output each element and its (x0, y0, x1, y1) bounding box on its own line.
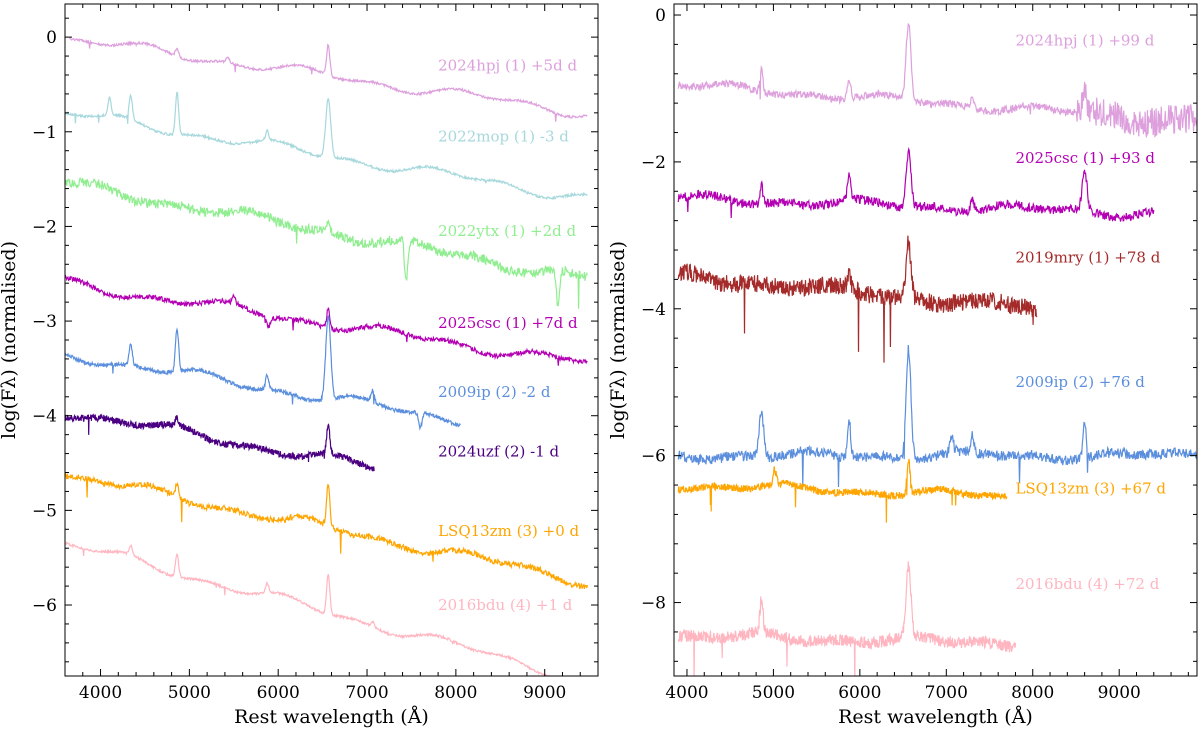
y-tick-label: −2 (641, 153, 666, 173)
x-axis-title: Rest wavelength (Å) (838, 706, 1033, 728)
spectrum-line-4 (677, 458, 1008, 523)
spectrum-line-1 (65, 91, 588, 201)
y-axis-title: log(Fλ) (normalised) (607, 241, 629, 439)
y-tick-label: −1 (32, 123, 57, 143)
right-spectra-panel: 4000 5000 6000 7000 8000 9000 0 −2 −4 −6 −8 Rest wa… (607, 3, 1198, 728)
plot-area (65, 37, 588, 676)
series-label-7: 2016bdu (4) +1 d (438, 596, 573, 614)
spectrum-line-2 (65, 176, 588, 309)
series-label-4: 2009ip (2) -2 d (438, 383, 551, 401)
spectrum-line-3 (65, 274, 588, 366)
spectrum-line-5 (677, 561, 1017, 676)
spectrum-line-0 (69, 37, 588, 122)
series-label-6: LSQ13zm (3) +0 d (438, 522, 579, 540)
x-tick-label: 6000 (838, 683, 881, 703)
series-label-5: 2016bdu (4) +72 d (1015, 575, 1159, 593)
spectrum-line-3 (677, 344, 1197, 488)
series-label-2: 2019mry (1) +78 d (1015, 248, 1160, 266)
spectrum-line-1 (677, 146, 1155, 222)
y-tick-label: −3 (32, 312, 57, 332)
y-tick-label: 0 (46, 28, 57, 48)
x-tick-label: 5000 (168, 683, 211, 703)
y-tick-label: −4 (32, 407, 57, 427)
series-label-3: 2025csc (1) +7d d (438, 314, 578, 332)
axes-frame (673, 3, 1198, 677)
x-tick-label: 9000 (523, 683, 566, 703)
spectrum-line-2 (677, 235, 1038, 363)
y-tick-label: −8 (641, 594, 666, 614)
y-axis-title: log(Fλ) (normalised) (0, 241, 20, 439)
x-tick-label: 4000 (79, 683, 122, 703)
x-tick-label: 7000 (345, 683, 388, 703)
y-tick-label: −2 (32, 217, 57, 237)
series-label-1: 2022mop (1) -3 d (438, 128, 569, 146)
x-tick-label: 8000 (1011, 683, 1054, 703)
series-label-1: 2025csc (1) +93 d (1015, 149, 1155, 167)
y-tick-label: −4 (641, 300, 666, 320)
series-label-4: LSQ13zm (3) +67 d (1015, 480, 1166, 498)
series-label-5: 2024uzf (2) -1 d (438, 443, 559, 461)
series-label-3: 2009ip (2) +76 d (1015, 373, 1145, 391)
x-tick-label: 9000 (1098, 683, 1141, 703)
series-label-0: 2024hpj (1) +5d d (438, 57, 577, 75)
series-label-2: 2022ytx (1) +2d d (438, 222, 576, 240)
spectrum-line-7 (65, 541, 571, 676)
y-tick-label: −6 (32, 596, 57, 616)
spectrum-line-5 (65, 413, 375, 472)
series-label-0: 2024hpj (1) +99 d (1015, 32, 1154, 50)
axes-frame (64, 3, 599, 677)
y-tick-label: −5 (32, 501, 57, 521)
x-tick-label: 6000 (257, 683, 300, 703)
x-axis-title: Rest wavelength (Å) (234, 706, 429, 728)
x-tick-label: 8000 (434, 683, 477, 703)
left-spectra-panel: 4000 5000 6000 7000 8000 9000 0 −1 −2 −3 −4 −5 −6 Res… (0, 3, 599, 728)
spectrum-line-4 (65, 314, 461, 431)
x-tick-label: 4000 (665, 683, 708, 703)
spectrum-line-6 (65, 472, 588, 590)
plot-area (677, 23, 1197, 676)
x-tick-label: 7000 (925, 683, 968, 703)
spectrum-line-0 (677, 23, 1197, 139)
y-tick-label: −6 (641, 447, 666, 467)
x-tick-label: 5000 (752, 683, 795, 703)
y-tick-label: 0 (655, 6, 666, 26)
